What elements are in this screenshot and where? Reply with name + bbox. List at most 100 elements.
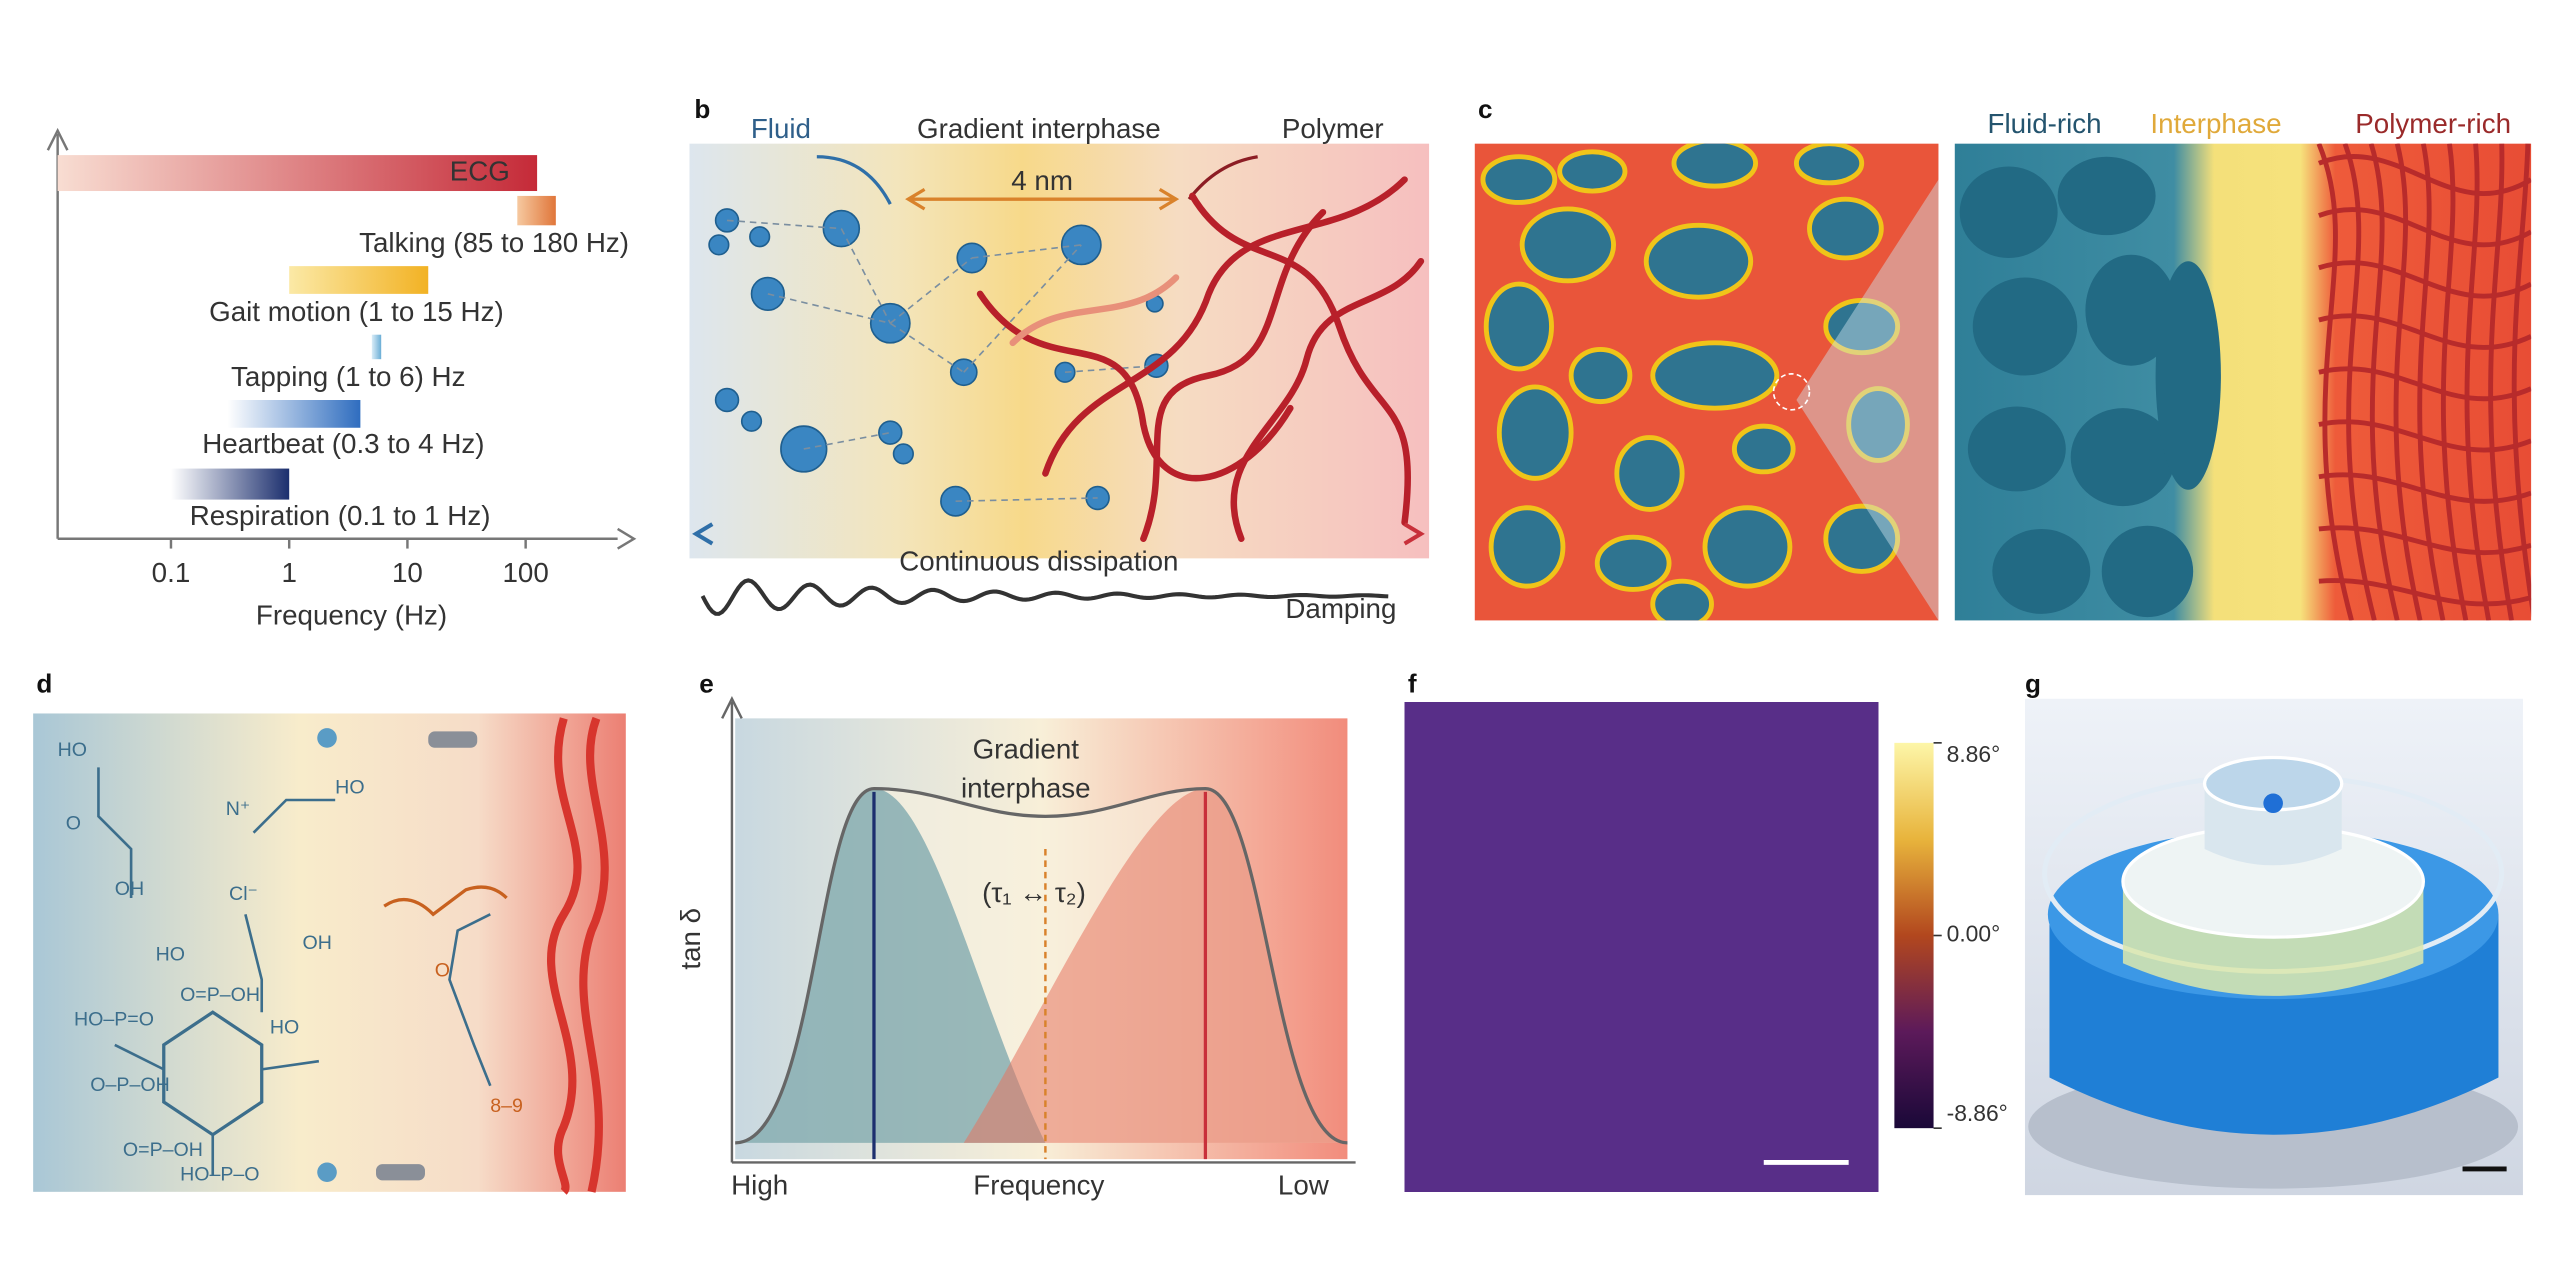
interaction [963, 244, 1082, 373]
fluid-domain [1671, 143, 1759, 189]
fluid-domain [1643, 222, 1754, 300]
range-bar [289, 266, 429, 294]
fluid-domain [2057, 156, 2156, 236]
interaction [1064, 364, 1157, 374]
interaction [726, 219, 842, 230]
polymer-chain [1230, 257, 1425, 543]
x-end-label: High [731, 1169, 788, 1200]
fluid-domain [1568, 346, 1633, 405]
polymer-chain [2393, 143, 2423, 621]
molecule [317, 728, 337, 748]
colorbar-tick-label: 0.00° [1947, 921, 2001, 947]
chem-label: OH [303, 932, 332, 954]
colorbar-tick-label: 8.86° [1947, 741, 2001, 767]
interaction [889, 257, 973, 324]
chem-label: HO–P–O [180, 1164, 259, 1186]
panel-letter: d [36, 669, 52, 699]
arrow-head [905, 187, 1180, 211]
fluid-domain [1650, 340, 1780, 411]
range-bar [371, 334, 382, 360]
chem-label: OH [115, 878, 144, 900]
panel-a: Frequency (Hz) 0.1 1 10 100 ECG Talking (85 t… [46, 127, 637, 630]
polymer-chain [2417, 143, 2446, 621]
polymer-chain [2464, 143, 2492, 621]
fluid-domain [1992, 528, 2091, 614]
chemical-labels: HO O OH N⁺ Cl⁻ HO HO O=P–OH OH HO–P=O O–P–OH HO O=P–… [58, 739, 523, 1185]
polymer-chain [1140, 208, 1327, 543]
fluid-molecule [892, 443, 914, 465]
fluid-molecule [714, 387, 740, 413]
fluid-molecule [740, 410, 763, 432]
afm-phase-image [1404, 702, 1879, 1192]
annotation: Gradient [973, 733, 1080, 764]
colorbar [1894, 742, 1934, 1129]
thickness-label: 4 nm [1011, 165, 1073, 196]
polymer-chain [2318, 419, 2532, 453]
polymer-chain [1009, 274, 1180, 347]
relaxation-peak-1 [735, 788, 1046, 1143]
x-tick-label: 1 [281, 557, 296, 588]
range-bar [170, 468, 290, 500]
x-tick-label: 10 [392, 557, 423, 588]
polymer-chain [2318, 525, 2532, 556]
polymer-label: Polymer [1282, 113, 1384, 144]
panel-letter: e [699, 669, 714, 699]
chem-label: HO [270, 1017, 299, 1039]
fluid-molecule [878, 420, 903, 445]
x-tick-label: 0.1 [152, 557, 191, 588]
polymer-chain [2488, 143, 2514, 621]
fluid-domain [2101, 525, 2194, 618]
zoom-detail [1959, 143, 2532, 621]
polymer-chain [2511, 143, 2532, 616]
bonds [97, 767, 492, 1176]
interaction [889, 322, 965, 373]
fluid-domain [1967, 406, 2066, 492]
panel-letter: c [1478, 94, 1493, 124]
panel-f: f 8.86° 0.00° -8.86° [1404, 669, 2008, 1192]
polymer-backbone [383, 885, 508, 917]
fluid-label: Fluid [751, 113, 811, 144]
range-bar [57, 155, 538, 192]
fluid-domain [1614, 435, 1685, 512]
fluid-molecule [749, 226, 771, 248]
fluid-domain [2085, 254, 2177, 366]
fluid-domain [1557, 149, 1628, 194]
annotation: (τ₁ ↔ τ₂) [982, 877, 1086, 908]
chem-label: N⁺ [226, 798, 250, 820]
blue-drop [2263, 793, 2283, 814]
x-axis-label: Frequency (Hz) [256, 599, 447, 630]
range-bar [517, 195, 556, 226]
fluid-domain [1702, 505, 1793, 589]
fluid-domain [1823, 503, 1901, 574]
dissipation-label: Continuous dissipation [899, 546, 1178, 577]
tan-delta-curve [735, 786, 1348, 1145]
polymer-chain [2368, 143, 2400, 621]
chem-label: HO [58, 739, 87, 761]
annotation: interphase [961, 773, 1091, 804]
chem-label: O [66, 813, 81, 835]
fluid-domain [1488, 505, 1566, 589]
polymer-chains [546, 716, 609, 1195]
interaction [803, 431, 891, 450]
axis-arrow [617, 527, 637, 550]
fluid-rich-label: Fluid-rich [1988, 108, 2102, 139]
polymer-chain [976, 290, 1294, 482]
fluid-molecule [708, 234, 730, 256]
pointer-arrow [1187, 155, 1258, 201]
fluid-domain [1731, 423, 1796, 475]
panel-e: e Gradient interphase (τ₁ ↔ τ₂) tan δ Hi… [675, 669, 1356, 1200]
panel-letter: g [2025, 669, 2041, 699]
fluid-domain [1823, 297, 1901, 356]
y-axis-label: tan δ [675, 908, 706, 970]
arrow-head [1403, 522, 1425, 546]
range-label: Tapping (1 to 6) Hz [231, 361, 465, 392]
fluid-domain [1480, 154, 1558, 205]
interaction [840, 228, 892, 324]
polymer-rich-label: Polymer-rich [2355, 108, 2511, 139]
colorbar-tick-label: -8.86° [1947, 1100, 2008, 1126]
panel-c: c Fluid-rich Interphase Polymer-rich [1474, 94, 2532, 621]
zoom-cone [1796, 179, 1939, 621]
fluid-domain [1972, 277, 2078, 376]
polymer-chain [2318, 207, 2532, 248]
